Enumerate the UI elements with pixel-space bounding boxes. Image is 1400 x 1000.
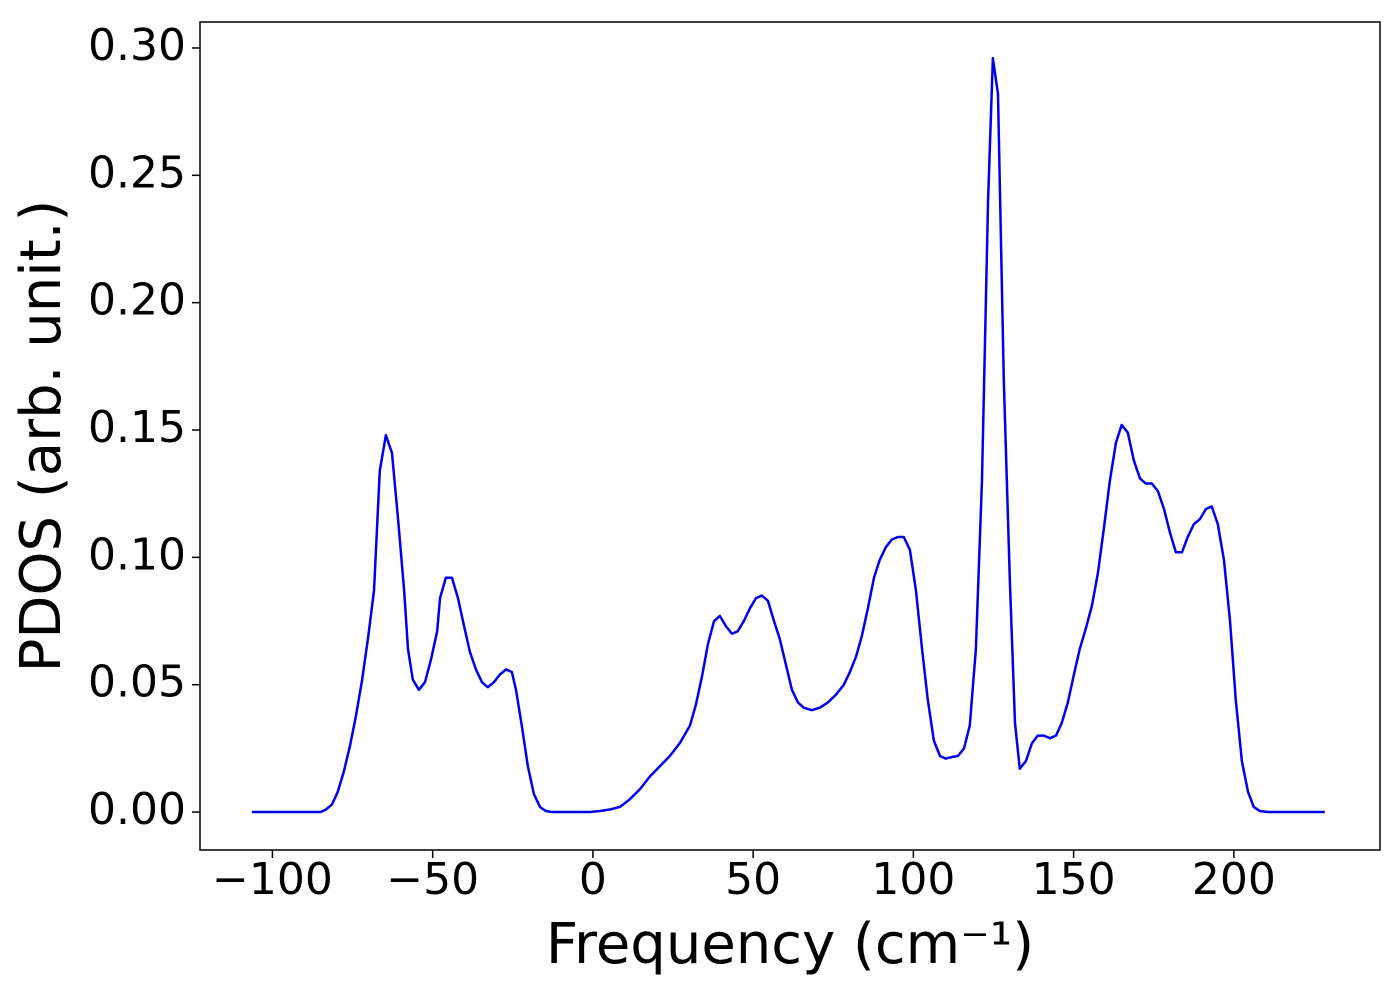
y-tick-label: 0.10 xyxy=(88,529,186,580)
x-tick-label: −50 xyxy=(386,854,479,905)
y-tick-label: 0.25 xyxy=(88,147,186,198)
y-tick-label: 0.00 xyxy=(88,784,186,835)
x-tick-label: 150 xyxy=(1032,854,1116,905)
x-tick-label: 0 xyxy=(579,854,607,905)
pdos-line xyxy=(251,56,1325,814)
y-tick-label: 0.15 xyxy=(88,402,186,453)
x-tick-label: 100 xyxy=(871,854,955,905)
y-tick-label: 0.05 xyxy=(88,657,186,708)
plot-frame xyxy=(199,21,1381,851)
x-axis-label: Frequency (cm⁻¹) xyxy=(546,912,1034,977)
y-tick-label: 0.20 xyxy=(88,275,186,326)
y-axis-label: PDOS (arb. unit.) xyxy=(9,200,74,673)
x-tick-label: −100 xyxy=(212,854,333,905)
x-tick-label: 200 xyxy=(1192,854,1276,905)
x-tick-label: 50 xyxy=(725,854,781,905)
y-tick-label: 0.30 xyxy=(88,20,186,71)
